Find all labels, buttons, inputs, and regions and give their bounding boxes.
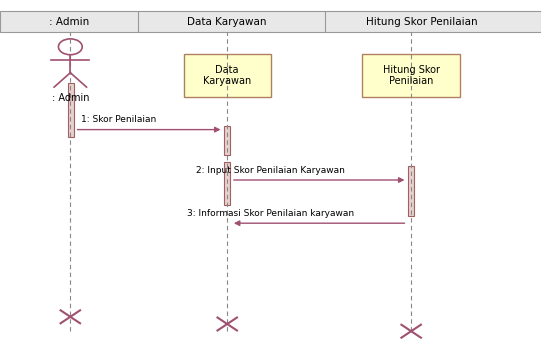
FancyBboxPatch shape (362, 54, 460, 97)
Text: Data
Karyawan: Data Karyawan (203, 65, 252, 86)
Text: 2: Input Skor Penilaian Karyawan: 2: Input Skor Penilaian Karyawan (196, 166, 345, 175)
Text: Hitung Skor Penilaian: Hitung Skor Penilaian (366, 17, 478, 27)
FancyBboxPatch shape (408, 166, 414, 216)
Text: 3: Informasi Skor Penilaian karyawan: 3: Informasi Skor Penilaian karyawan (187, 209, 354, 218)
FancyBboxPatch shape (224, 126, 230, 155)
Text: : Admin: : Admin (51, 93, 89, 103)
Text: Data Karyawan: Data Karyawan (188, 17, 267, 27)
Text: 1: Skor Penilaian: 1: Skor Penilaian (81, 115, 157, 124)
FancyBboxPatch shape (0, 11, 541, 32)
FancyBboxPatch shape (184, 54, 270, 97)
Text: : Admin: : Admin (49, 17, 89, 27)
FancyBboxPatch shape (224, 162, 230, 205)
Text: Hitung Skor
Penilaian: Hitung Skor Penilaian (382, 65, 440, 86)
FancyBboxPatch shape (68, 83, 74, 137)
